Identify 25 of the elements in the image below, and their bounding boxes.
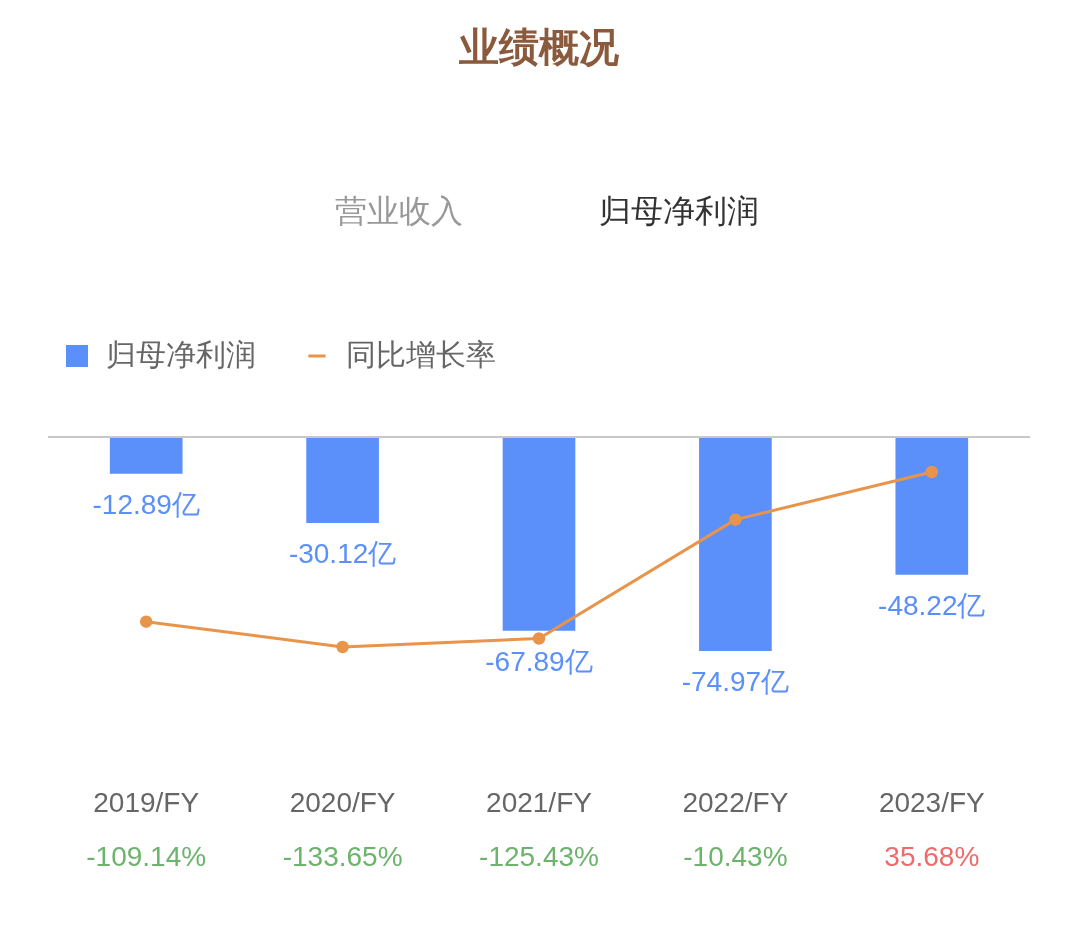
legend-label: 同比增长率 [346,338,496,371]
chart-title: 业绩概况 [458,25,619,69]
data-label: -10.43% [683,841,788,872]
data-label: -67.89亿 [485,645,593,677]
point [729,513,742,526]
x-tick-label: 2021/FY [486,786,593,818]
point [139,615,153,628]
data-label: -30.12亿 [288,537,397,569]
data-label: -109.14% [86,841,207,872]
point [532,632,546,645]
data-label: -125.43% [479,841,599,872]
point [336,640,349,654]
text: 归母净利润 [599,193,759,229]
x-tick-label: 2020/FY [289,786,396,818]
data-label: -74.97亿 [681,666,790,697]
data-label: -133.65% [282,841,403,872]
data-label: -48.22亿 [878,589,986,621]
x-tick-label: 2022/FY [682,786,789,818]
point [925,465,939,479]
data-label: -12.89亿 [92,488,200,520]
x-tick-label: 2019/FY [93,786,200,818]
legend-label: 归母净利润 [106,338,256,371]
data-label: 35.68% [884,841,980,872]
x-tick-label: 2023/FY [878,786,986,818]
text: 营业收入 [335,193,463,229]
